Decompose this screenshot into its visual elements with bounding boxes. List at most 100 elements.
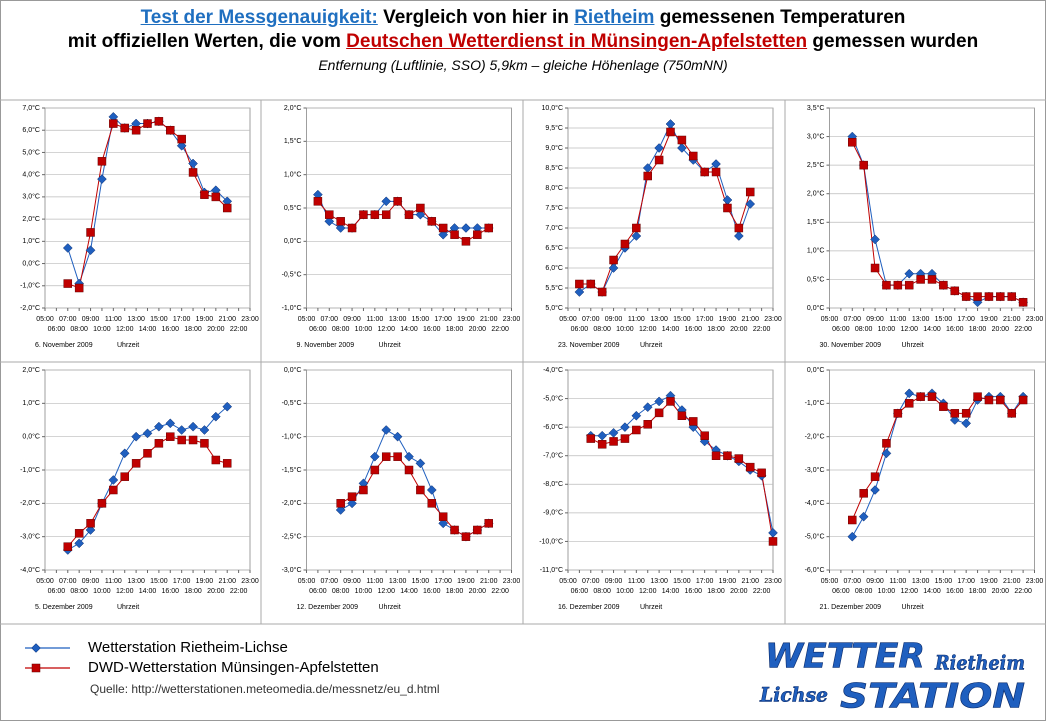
x-tick-label: 11:00: [366, 316, 383, 323]
x-tick-label: 08:00: [855, 588, 873, 595]
x-tick-label: 23:00: [764, 316, 782, 323]
x-tick-label: 05:00: [821, 578, 839, 585]
x-tick-label: 10:00: [355, 326, 373, 333]
marker: [870, 472, 880, 481]
x-tick-label: 07:00: [321, 316, 339, 323]
marker: [859, 489, 868, 498]
marker: [154, 421, 164, 432]
y-tick-label: 0,5°C: [284, 204, 302, 212]
x-tick-label: 11:00: [889, 316, 906, 323]
marker: [609, 255, 618, 265]
x-tick-label: 17:00: [696, 578, 714, 585]
marker: [404, 210, 414, 219]
title-link[interactable]: Rietheim: [574, 7, 655, 28]
y-tick-label: -1,0°C: [20, 466, 40, 474]
x-tick-label: 22:00: [491, 588, 509, 595]
y-tick-label: 7,0°C: [22, 104, 40, 112]
y-tick-label: -6,0°C: [543, 423, 563, 431]
x-tick-label: 10:00: [878, 588, 896, 595]
x-tick-label: 19:00: [457, 578, 475, 585]
marker: [461, 223, 471, 233]
x-tick-label: 08:00: [593, 588, 611, 595]
y-tick-label: -4,0°C: [543, 366, 563, 374]
marker: [85, 245, 96, 256]
marker: [335, 505, 346, 515]
marker: [711, 451, 721, 460]
marker: [881, 448, 892, 459]
x-tick-label: 10:00: [878, 326, 896, 333]
marker: [74, 529, 84, 538]
marker: [404, 451, 414, 462]
marker: [961, 409, 971, 418]
y-tick-label: 2,0°C: [22, 366, 40, 374]
title-link[interactable]: Deutschen Wetterdienst in Münsingen-Apfe…: [346, 31, 808, 52]
x-tick-label: 23:00: [503, 316, 521, 323]
marker: [222, 401, 233, 412]
marker: [324, 216, 335, 227]
marker: [996, 395, 1005, 405]
marker: [700, 167, 709, 177]
x-tick-label: 16:00: [685, 326, 703, 333]
x-tick-label: 08:00: [855, 326, 873, 333]
x-tick-label: 15:00: [412, 578, 430, 585]
y-tick-label: 7,5°C: [545, 204, 563, 212]
marker: [950, 286, 960, 296]
marker: [381, 196, 392, 207]
x-tick-label: 15:00: [673, 578, 691, 585]
marker: [166, 125, 175, 135]
marker: [666, 127, 675, 137]
x-tick-label: 06:00: [309, 588, 327, 595]
marker: [654, 155, 664, 165]
marker: [745, 199, 756, 209]
chart: 0,0°C 0,5°C 1,0°C 1,5°C 2,0°C 2,5°C 3,0°C 3,5°C…: [807, 104, 1043, 349]
date-label: 6. November 2009: [35, 342, 93, 349]
marker: [370, 210, 380, 219]
y-tick-label: -0,5°C: [282, 399, 302, 407]
marker: [1018, 395, 1028, 405]
x-tick-label: 09:00: [605, 316, 623, 323]
marker: [586, 279, 596, 289]
y-tick-label: 6,0°C: [545, 264, 563, 272]
y-tick-label: 1,0°C: [22, 237, 40, 245]
title-link[interactable]: Test der Messgenauigkeit:: [140, 7, 378, 28]
x-tick-label: 18:00: [184, 588, 202, 595]
y-tick-label: -1,0°C: [282, 304, 302, 312]
x-tick-label: 20:00: [730, 588, 748, 595]
marker: [973, 392, 982, 401]
date-label: 16. Dezember 2009: [558, 604, 620, 611]
y-tick-label: 8,0°C: [545, 184, 563, 192]
marker: [734, 454, 744, 463]
marker: [733, 231, 744, 241]
marker: [426, 485, 437, 495]
marker: [870, 485, 880, 495]
x-tick-label: 12:00: [116, 588, 134, 595]
marker: [176, 425, 187, 435]
x-tick-label: 22:00: [1014, 588, 1032, 595]
marker: [745, 462, 755, 472]
logo-text: Lichse: [759, 683, 828, 707]
marker: [336, 217, 345, 226]
x-tick-label: 07:00: [582, 578, 600, 585]
marker: [200, 439, 209, 448]
date-label: 21. Dezember 2009: [820, 604, 882, 611]
plot-area: [44, 107, 251, 309]
marker: [63, 279, 73, 288]
x-tick-label: 09:00: [82, 316, 100, 323]
x-axis-title: Uhrzeit: [902, 604, 924, 611]
y-tick-label: 0,5°C: [807, 275, 825, 283]
marker: [927, 275, 937, 284]
y-tick-label: -11,0°C: [540, 566, 563, 574]
y-tick-label: 10,0°C: [542, 104, 563, 112]
y-tick-label: -7,0°C: [543, 452, 563, 460]
marker: [86, 228, 95, 237]
x-tick-label: 18:00: [446, 588, 464, 595]
marker: [381, 425, 392, 435]
x-tick-label: 23:00: [503, 578, 521, 585]
x-tick-label: 22:00: [230, 588, 248, 595]
marker: [335, 223, 346, 233]
marker: [416, 203, 425, 213]
marker: [392, 431, 403, 442]
marker: [359, 485, 368, 495]
x-tick-label: 07:00: [844, 316, 862, 323]
y-tick-label: 5,5°C: [545, 284, 563, 292]
